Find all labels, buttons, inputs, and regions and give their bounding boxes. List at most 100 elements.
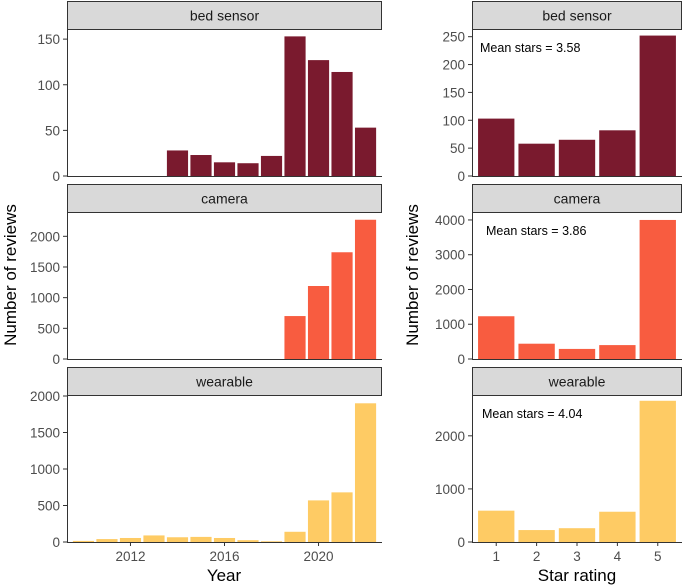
facet-strip-label: camera [201, 191, 248, 207]
y-tick-label: 0 [52, 169, 60, 184]
bar [237, 540, 259, 542]
bar [331, 492, 353, 542]
bar [354, 219, 377, 359]
bar [119, 537, 142, 542]
mean-stars-annotation: Mean stars = 4.04 [482, 407, 582, 421]
panel-bed-sensor-year: bed sensor 0 50 100 150 [37, 1, 382, 184]
y-tick-label: 1500 [30, 426, 60, 441]
facet-strip [472, 184, 682, 213]
x-tick-label: 2020 [304, 549, 334, 564]
y-tick-label: 1000 [30, 291, 60, 306]
bar [599, 345, 636, 359]
year-column: bed sensor 0 50 100 150 camera 0 500 1000 1500 200… [30, 1, 382, 564]
bar [284, 531, 306, 542]
x-axis-title-right: Star rating [538, 566, 616, 585]
panel-wearable-star: wearable 0 1000 2000 1 2 3 4 5 Mean stars = 4.04 [435, 367, 682, 564]
bar [166, 537, 189, 542]
bar [639, 219, 676, 359]
bar [307, 500, 330, 542]
bar [213, 537, 236, 542]
bar [518, 143, 555, 176]
panel-camera-year: camera 0 500 1000 1500 2000 [30, 184, 382, 367]
bar [331, 252, 353, 359]
y-tick-label: 100 [442, 113, 465, 128]
bar [237, 163, 259, 176]
y-tick-label: 200 [442, 58, 465, 73]
x-tick-label: 2 [533, 549, 541, 564]
x-tick-label: 4 [614, 549, 622, 564]
y-tick-label: 100 [37, 78, 60, 93]
bar [354, 127, 377, 176]
panel-wearable-year: wearable 0 500 1000 1500 2000 2012 2016 2020 [30, 367, 382, 564]
y-tick-label: 2000 [435, 282, 465, 297]
bar [260, 541, 283, 542]
bar [96, 539, 118, 542]
y-tick-label: 500 [37, 321, 60, 336]
bar [190, 155, 212, 176]
bar [284, 36, 306, 177]
bar [599, 130, 636, 176]
y-tick-label: 4000 [435, 213, 465, 228]
y-tick-label: 150 [442, 85, 465, 100]
bar [260, 155, 283, 176]
y-tick-label: 2000 [435, 429, 465, 444]
facet-strip [67, 184, 382, 213]
y-tick-label: 0 [457, 352, 465, 367]
y-tick-label: 3000 [435, 248, 465, 263]
y-tick-label: 500 [37, 499, 60, 514]
bar [639, 35, 676, 177]
y-tick-label: 1500 [30, 260, 60, 275]
y-tick-label: 2000 [30, 389, 60, 404]
facet-strip-label: wearable [548, 374, 606, 390]
x-tick-label: 2012 [115, 549, 145, 564]
mean-stars-annotation: Mean stars = 3.86 [486, 224, 586, 238]
bar [284, 316, 306, 359]
bar [307, 286, 330, 359]
y-tick-label: 0 [457, 169, 465, 184]
x-tick-label: 3 [573, 549, 581, 564]
facet-strip-label: wearable [195, 374, 253, 390]
facet-strip-label: camera [554, 191, 601, 207]
y-axis-title-left: Number of reviews [1, 204, 20, 346]
facet-strip [67, 367, 382, 396]
x-tick-label: 5 [654, 549, 662, 564]
bar [72, 540, 95, 542]
bar [143, 535, 165, 542]
y-tick-label: 150 [37, 32, 60, 47]
bar [190, 536, 212, 542]
x-tick-label: 1 [492, 549, 500, 564]
bar [331, 71, 353, 176]
panel-bed-sensor-star: bed sensor 0 50 100 150 200 250 Mean stars = 3.… [442, 1, 682, 184]
x-axis-title-left: Year [207, 566, 242, 585]
facet-strip-label: bed sensor [190, 8, 260, 24]
bar [558, 528, 596, 542]
bar [213, 162, 236, 176]
panel-camera-star: camera 0 1000 2000 3000 4000 Mean stars = 3.86 [435, 184, 682, 367]
bar [307, 60, 330, 176]
y-tick-label: 2000 [30, 229, 60, 244]
bar [354, 403, 377, 542]
bar [478, 510, 515, 542]
y-tick-label: 1000 [435, 317, 465, 332]
y-tick-label: 250 [442, 30, 465, 45]
facet-strip-label: bed sensor [542, 8, 612, 24]
bar [518, 343, 555, 359]
bar [639, 400, 676, 542]
bar [599, 511, 636, 542]
mean-stars-annotation: Mean stars = 3.58 [480, 41, 580, 55]
y-axis-title-right: Number of reviews [403, 204, 422, 346]
y-tick-label: 0 [52, 352, 60, 367]
y-tick-label: 50 [450, 141, 465, 156]
y-tick-label: 1000 [435, 482, 465, 497]
facet-strip [472, 1, 682, 30]
bar [478, 118, 515, 176]
bar [166, 150, 189, 176]
facet-strip [67, 1, 382, 30]
bar [558, 348, 596, 359]
bar [478, 316, 515, 359]
facet-strip [472, 367, 682, 396]
y-tick-label: 1000 [30, 462, 60, 477]
bar [558, 139, 596, 176]
